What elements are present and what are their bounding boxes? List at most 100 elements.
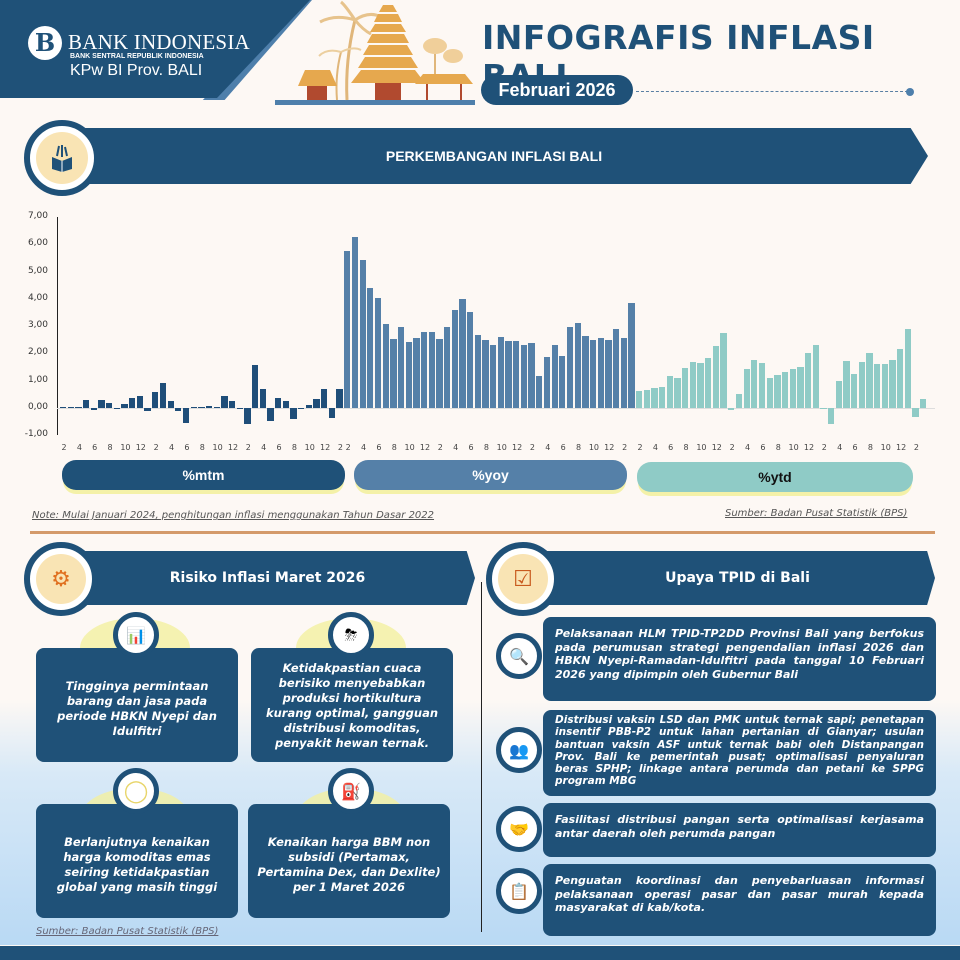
bar-yoy <box>574 322 581 408</box>
bar-mtm <box>313 398 320 408</box>
x-tick-label: 6 <box>560 443 566 452</box>
x-tick-label: 2 <box>821 443 827 452</box>
x-tick-label: 2 <box>529 443 536 452</box>
x-tick-label: 2 <box>153 443 159 452</box>
x-tick-label: 8 <box>291 443 297 452</box>
x-tick-label: 6 <box>184 443 190 452</box>
section-icon-inflation <box>24 120 100 196</box>
section-banner-tpid: Upaya TPID di Bali <box>540 551 935 605</box>
bar-ytd <box>858 361 865 408</box>
decorative-dot <box>906 88 914 96</box>
bar-mtm <box>144 408 151 411</box>
bar-yoy <box>513 341 520 408</box>
y-tick-label: 5,00 <box>27 265 48 276</box>
bar-mtm <box>244 408 251 424</box>
y-tick-label: 3,00 <box>27 320 48 331</box>
bar-ytd <box>912 408 919 418</box>
y-tick-label: 0,00 <box>27 402 48 412</box>
x-tick-label: 6 <box>92 443 98 452</box>
bar-mtm <box>198 406 205 408</box>
bar-ytd <box>781 371 789 408</box>
bar-mtm <box>67 406 74 408</box>
bar-mtm <box>175 408 182 411</box>
bar-ytd <box>751 360 758 408</box>
bar-yoy <box>612 328 620 408</box>
bar-yoy <box>436 338 443 408</box>
x-tick-label: 4 <box>76 443 82 452</box>
x-tick-label: 2 <box>245 443 251 452</box>
risk-card-gold: Berlanjutnya kenaikan harga komoditas em… <box>36 804 238 918</box>
x-tick-label: 6 <box>376 443 382 452</box>
bar-yoy <box>420 332 428 408</box>
bar-yoy <box>505 340 512 408</box>
bar-ytd <box>720 333 727 408</box>
bar-mtm <box>305 404 313 408</box>
x-tick-label: 8 <box>576 443 582 452</box>
section-banner-inflation: PERKEMBANGAN INFLASI BALI <box>60 128 928 184</box>
x-tick-label: 2 <box>345 443 351 452</box>
bar-ytd <box>766 378 773 408</box>
x-tick-label: 6 <box>276 443 282 452</box>
bar-ytd <box>835 381 842 408</box>
bar-mtm <box>275 397 282 408</box>
x-tick-label: 6 <box>668 443 674 452</box>
y-tick-label: 1,00 <box>27 374 48 385</box>
bar-ytd <box>758 362 766 408</box>
x-tick-label: 4 <box>744 443 751 452</box>
bar-mtm <box>336 389 343 408</box>
bar-ytd <box>881 363 889 408</box>
x-tick-label: 12 <box>896 443 907 452</box>
x-tick-label: 4 <box>837 443 843 452</box>
bar-mtm <box>182 408 190 423</box>
x-tick-label: 10 <box>120 443 131 452</box>
bar-ytd <box>636 391 643 408</box>
bar-yoy <box>474 335 481 408</box>
bar-mtm <box>190 406 197 408</box>
office-name: KPw BI Prov. BALI <box>70 62 203 79</box>
bar-ytd <box>828 408 835 424</box>
x-tick-label: 6 <box>852 443 858 452</box>
bar-mtm <box>60 407 67 408</box>
gold-ring-icon: ◯ <box>113 768 159 814</box>
bar-yoy <box>551 345 558 408</box>
bar-ytd <box>682 368 689 408</box>
x-tick-label: 10 <box>788 443 799 452</box>
bar-ytd <box>851 374 858 408</box>
bar-yoy <box>382 324 389 408</box>
bar-ytd <box>735 394 743 408</box>
bar-yoy <box>344 251 351 408</box>
x-tick-label: 8 <box>867 443 873 452</box>
bar-ytd <box>874 363 881 408</box>
bar-yoy <box>605 340 612 408</box>
bar-yoy <box>397 327 405 408</box>
tpid-card-hlm: Pelaksanaan HLM TPID-TP2DD Provinsi Bali… <box>543 617 936 701</box>
risk-card-fuel: Kenaikan harga BBM non subsidi (Pertamax… <box>248 804 450 918</box>
x-tick-label: 10 <box>212 443 223 452</box>
bar-ytd <box>659 386 666 408</box>
bar-ytd <box>743 368 750 408</box>
x-tick-label: 10 <box>696 443 707 452</box>
bar-yoy <box>597 337 604 408</box>
bar-ytd <box>804 353 812 408</box>
bar-yoy <box>520 344 528 408</box>
bar-yoy <box>482 340 489 408</box>
bar-ytd <box>843 361 850 408</box>
x-tick-label: 10 <box>880 443 891 452</box>
bar-yoy <box>467 312 474 408</box>
y-axis-line <box>57 217 58 435</box>
handshake-icon: 🤝 <box>496 806 542 852</box>
bar-mtm <box>106 402 113 408</box>
x-tick-label: 4 <box>652 443 658 452</box>
bar-mtm <box>321 389 328 408</box>
bar-yoy <box>405 341 412 408</box>
x-tick-label: 2 <box>437 443 443 452</box>
bar-yoy <box>367 287 374 408</box>
bar-ytd <box>705 358 712 408</box>
org-subtitle: BANK SENTRAL REPUBLIK INDONESIA <box>70 53 204 60</box>
x-tick-label: 4 <box>261 443 267 452</box>
bar-mtm <box>129 397 136 408</box>
bar-mtm <box>83 399 90 408</box>
bar-mtm <box>236 408 243 409</box>
x-tick-label: 10 <box>588 443 599 452</box>
